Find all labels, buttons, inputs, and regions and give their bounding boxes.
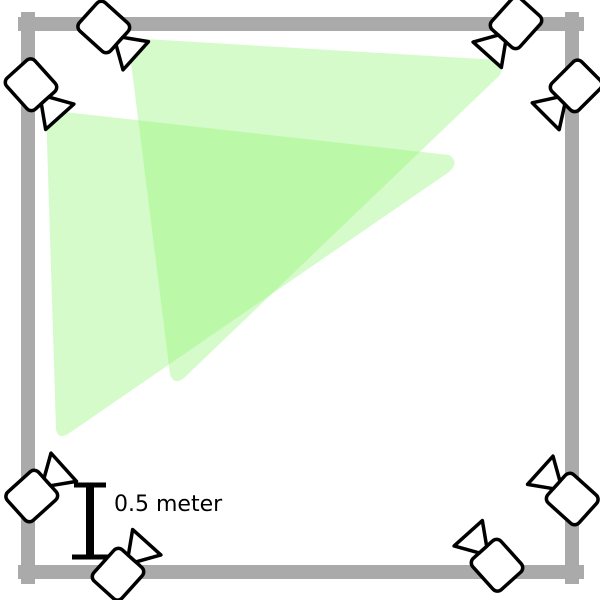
camera-bottom-left-lower [90,530,161,600]
camera-bottom-right-upper [528,456,600,527]
camera-top-right-upper [473,0,544,67]
field-of-view-top-left-upper [128,38,502,381]
scale-bar-label: 0.5 meter [114,492,223,517]
camera-bottom-left-upper [3,453,76,524]
fields-of-view [46,38,502,436]
camera-bottom-right-lower [454,521,525,594]
